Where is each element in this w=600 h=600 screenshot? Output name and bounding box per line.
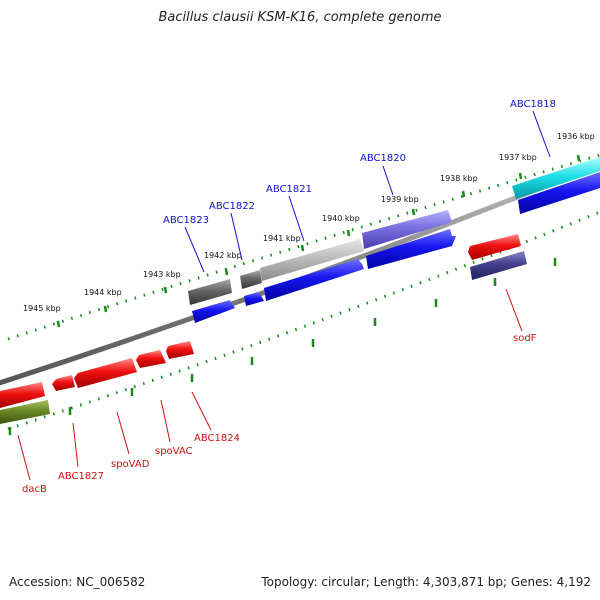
- cds-arrow-reverse[interactable]: [0, 382, 45, 408]
- cds-arrow-forward[interactable]: [192, 300, 235, 323]
- gene-label-abc1821: ABC1821: [266, 184, 312, 195]
- gene-feature-abc1821[interactable]: [260, 239, 364, 281]
- kbp-label: 1938 kbp: [440, 174, 478, 183]
- topology-text: Topology: circular; Length: 4,303,871 bp…: [261, 575, 591, 589]
- gene-label-abc1818: ABC1818: [510, 99, 556, 110]
- forward-cds-track: [192, 172, 600, 323]
- kbp-label: 1941 kbp: [263, 234, 301, 243]
- kbp-label: 1937 kbp: [499, 153, 537, 162]
- gene-label-spovac: spoVAC: [155, 446, 193, 457]
- kbp-label: 1936 kbp: [557, 132, 595, 141]
- gene-feature-abc1823[interactable]: [188, 279, 232, 305]
- gene-label-dacb: dacB: [22, 484, 47, 495]
- gene-feature-abc1822[interactable]: [240, 270, 262, 289]
- accession-text: Accession: NC_006582: [9, 575, 146, 589]
- gene-label-spovad: spoVAD: [111, 459, 150, 470]
- cds-arrow-reverse[interactable]: [136, 350, 166, 368]
- gene-label-sodf: sodF: [513, 333, 537, 344]
- outer-strand-features: [188, 157, 600, 305]
- reverse-cds-track: [0, 234, 527, 424]
- gene-label-abc1827: ABC1827: [58, 471, 104, 482]
- cds-arrow-forward[interactable]: [244, 292, 264, 306]
- gene-feature-dacb[interactable]: [0, 400, 50, 424]
- gene-label-abc1823: ABC1823: [163, 215, 209, 226]
- gene-feature-abc1818[interactable]: [512, 157, 600, 199]
- cds-arrow-forward[interactable]: [264, 259, 364, 301]
- cds-arrow-forward[interactable]: [366, 229, 456, 269]
- gene-feature-abc1820[interactable]: [362, 210, 452, 249]
- gene-feature-sodf[interactable]: [470, 251, 527, 280]
- cds-arrow-reverse[interactable]: [166, 341, 194, 359]
- kbp-label: 1940 kbp: [322, 214, 360, 223]
- kbp-label: 1945 kbp: [23, 304, 61, 313]
- gene-label-abc1822: ABC1822: [209, 201, 255, 212]
- kbp-label: 1942 kbp: [204, 251, 242, 260]
- cds-arrow-reverse[interactable]: [52, 375, 75, 391]
- label-callouts: [17, 110, 551, 481]
- kbp-labels: 1936 kbp 1937 kbp 1938 kbp 1939 kbp 1940…: [23, 132, 595, 313]
- gene-labels-top: ABC1818 ABC1820 ABC1821 ABC1822 ABC1823: [163, 99, 556, 226]
- inner-major-ticks: [8, 258, 557, 435]
- gene-label-abc1824: ABC1824: [194, 433, 240, 444]
- gene-label-abc1820: ABC1820: [360, 153, 406, 164]
- map-title: Bacillus clausii KSM-K16, complete genom…: [158, 10, 442, 25]
- cds-arrow-reverse[interactable]: [74, 358, 137, 388]
- cds-arrow-reverse[interactable]: [468, 234, 521, 260]
- outer-major-ticks: [56, 154, 581, 328]
- outer-tick-track: [7, 153, 600, 341]
- gene-labels-bottom: sodF ABC1824 spoVAC spoVAD ABC1827 dacB: [22, 333, 537, 495]
- kbp-label: 1944 kbp: [84, 288, 122, 297]
- kbp-label: 1939 kbp: [381, 195, 419, 204]
- kbp-label: 1943 kbp: [143, 270, 181, 279]
- cds-arrow-forward[interactable]: [518, 172, 600, 214]
